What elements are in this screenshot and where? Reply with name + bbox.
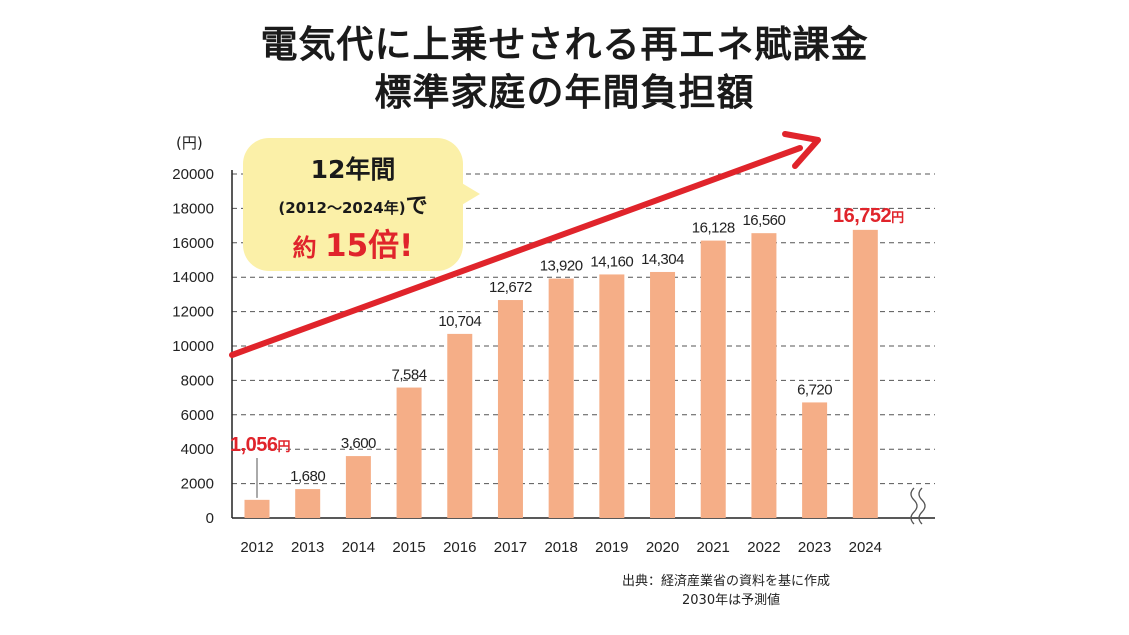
data-label: 1,056円 (230, 434, 291, 456)
bar (396, 387, 422, 518)
bar (497, 300, 523, 518)
data-label: 14,304 (641, 251, 684, 268)
y-tick-label: 20000 (172, 166, 214, 183)
y-tick-label: 2000 (181, 476, 214, 493)
x-tick-label: 2022 (747, 539, 780, 556)
x-tick-label: 2012 (240, 539, 273, 556)
source-note: 出典：経済産業省の資料を基に作成 2030年は予測値 (622, 572, 830, 610)
bar (447, 333, 473, 518)
trend-arrow-head (782, 131, 821, 169)
bar (751, 233, 777, 518)
x-tick-label: 2023 (798, 539, 831, 556)
y-tick-label: 8000 (181, 372, 214, 389)
data-label: 16,128 (692, 220, 735, 237)
y-tick-label: 6000 (181, 407, 214, 424)
callout-line1: 12年間 (310, 155, 396, 184)
callout-multiplier: 15倍! (325, 228, 414, 264)
data-label: 12,672 (489, 279, 532, 296)
axis-break-mark (910, 487, 918, 525)
bar (802, 402, 828, 518)
y-tick-label: 14000 (172, 269, 214, 286)
data-label-unit: 円 (891, 210, 904, 225)
data-label: 6,720 (797, 381, 832, 398)
y-axis-unit-label: (円) (176, 134, 203, 152)
axis-break-mark (918, 487, 926, 525)
bar (244, 499, 270, 518)
data-label: 10,704 (438, 313, 481, 330)
bar (548, 278, 574, 518)
trend-arrow-shaft (229, 145, 803, 358)
bar (700, 240, 726, 519)
bar (852, 229, 878, 518)
x-tick-label: 2018 (544, 539, 577, 556)
callout-period: (2012～2024年) (278, 199, 406, 217)
callout-bubble: 12年間 (2012～2024年)で 約 15倍! (243, 138, 463, 271)
data-label: 13,920 (540, 258, 583, 275)
y-tick-label: 10000 (172, 338, 214, 355)
data-label: 3,600 (341, 435, 376, 452)
x-tick-label: 2024 (849, 539, 882, 556)
chart-title-line2: 標準家庭の年間負担額 (374, 71, 755, 114)
x-tick-label: 2016 (443, 539, 476, 556)
x-tick-label: 2013 (291, 539, 324, 556)
callout-approx: 約 (292, 234, 317, 262)
callout-line3: 約 15倍! (243, 220, 463, 265)
bar (650, 271, 676, 518)
data-label: 16,560 (742, 212, 785, 229)
source-line1: 出典：経済産業省の資料を基に作成 (622, 574, 831, 589)
y-tick-label: 16000 (172, 235, 214, 252)
data-label: 1,680 (290, 468, 325, 485)
x-tick-label: 2019 (595, 539, 628, 556)
data-label: 7,584 (392, 367, 427, 384)
y-tick-label: 4000 (181, 441, 214, 458)
callout-line2: (2012～2024年)で (243, 188, 463, 220)
chart-title-line1: 電気代に上乗せされる再エネ賦課金 (260, 23, 869, 66)
x-tick-label: 2017 (494, 539, 527, 556)
y-tick-label: 0 (206, 510, 214, 527)
x-tick-label: 2020 (646, 539, 679, 556)
bar (295, 489, 321, 518)
callout-particle: で (405, 194, 428, 219)
source-line2: 2030年は予測値 (682, 593, 781, 608)
y-tick-label: 18000 (172, 200, 214, 217)
x-tick-label: 2014 (342, 539, 375, 556)
bar (599, 274, 625, 518)
x-tick-label: 2021 (697, 539, 730, 556)
y-tick-label: 12000 (172, 304, 214, 321)
bar (345, 456, 371, 518)
data-label: 14,160 (590, 253, 633, 270)
x-tick-label: 2015 (392, 539, 425, 556)
data-label: 16,752円 (833, 205, 904, 227)
data-label-unit: 円 (278, 439, 291, 454)
